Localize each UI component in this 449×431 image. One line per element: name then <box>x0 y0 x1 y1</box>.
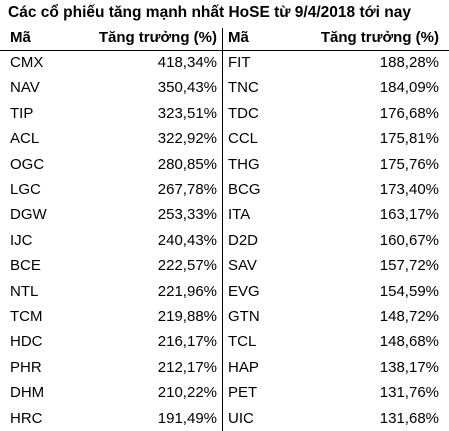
growth-cell: 148,68% <box>379 333 439 351</box>
growth-cell: 176,68% <box>379 104 439 122</box>
growth-cell: 173,40% <box>379 181 439 198</box>
title: Các cổ phiếu tăng mạnh nhất HoSE từ 9/4/… <box>8 4 411 21</box>
ticker-cell: LGC <box>10 181 41 198</box>
header-cell: Mã <box>228 29 249 46</box>
ticker-cell: TIP <box>10 104 34 122</box>
ticker-cell: DGW <box>10 206 47 224</box>
ticker-cell: CMX <box>10 54 44 71</box>
growth-cell: 163,17% <box>379 206 439 224</box>
growth-cell: 240,43% <box>157 231 217 249</box>
growth-cell: 280,85% <box>157 155 217 173</box>
ticker-cell: EVG <box>228 282 260 300</box>
header-divider <box>0 50 449 51</box>
ticker-cell: SAV <box>228 257 257 275</box>
growth-cell: 138,17% <box>379 358 439 376</box>
ticker-cell: CCL <box>228 130 259 148</box>
ticker-cell: PHR <box>10 358 42 376</box>
growth-cell: 253,33% <box>157 206 217 224</box>
ticker-cell: HDC <box>10 333 43 351</box>
ticker-cell: OGC <box>10 155 45 173</box>
ticker-cell: BCE <box>10 257 41 275</box>
growth-cell: 191,49% <box>157 409 217 427</box>
ticker-cell: HRC <box>10 409 43 427</box>
column-divider <box>222 28 223 431</box>
ticker-cell: TCL <box>228 333 257 351</box>
growth-cell: 267,78% <box>157 181 217 198</box>
growth-cell: 184,09% <box>379 79 439 97</box>
ticker-cell: TCM <box>10 308 43 325</box>
growth-cell: 154,59% <box>379 282 439 300</box>
growth-cell: 131,68% <box>379 409 439 427</box>
ticker-cell: UIC <box>228 409 254 427</box>
ticker-cell: GTN <box>228 308 260 325</box>
growth-cell: 212,17% <box>157 358 217 376</box>
header-cell: Tăng trưởng (%) <box>320 29 439 46</box>
growth-cell: 219,88% <box>157 308 217 325</box>
ticker-cell: PET <box>228 384 258 402</box>
growth-cell: 418,34% <box>157 54 217 71</box>
growth-cell: 160,67% <box>379 231 439 249</box>
growth-cell: 221,96% <box>157 282 217 300</box>
ticker-cell: FIT <box>228 54 251 71</box>
ticker-cell: THG <box>228 155 260 173</box>
ticker-cell: TDC <box>228 104 259 122</box>
growth-cell: 175,81% <box>379 130 439 148</box>
growth-cell: 188,28% <box>379 54 439 71</box>
growth-cell: 210,22% <box>157 384 217 402</box>
ticker-cell: HAP <box>228 358 259 376</box>
ticker-cell: NTL <box>10 282 39 300</box>
ticker-cell: ACL <box>10 130 40 148</box>
growth-cell: 148,72% <box>379 308 439 325</box>
ticker-cell: BCG <box>228 181 261 198</box>
growth-cell: 222,57% <box>157 257 217 275</box>
ticker-cell: DHM <box>10 384 45 402</box>
growth-cell: 175,76% <box>379 155 439 173</box>
ticker-cell: NAV <box>10 79 40 97</box>
header-cell: Mã <box>10 29 31 46</box>
ticker-cell: TNC <box>228 79 259 97</box>
growth-cell: 157,72% <box>379 257 439 275</box>
growth-cell: 322,92% <box>157 130 217 148</box>
ticker-cell: IJC <box>10 231 33 249</box>
ticker-cell: D2D <box>228 231 259 249</box>
growth-cell: 323,51% <box>157 104 217 122</box>
growth-cell: 216,17% <box>157 333 217 351</box>
growth-cell: 350,43% <box>157 79 217 97</box>
header-cell: Tăng trưởng (%) <box>98 29 217 46</box>
ticker-cell: ITA <box>228 206 251 224</box>
growth-cell: 131,76% <box>379 384 439 402</box>
